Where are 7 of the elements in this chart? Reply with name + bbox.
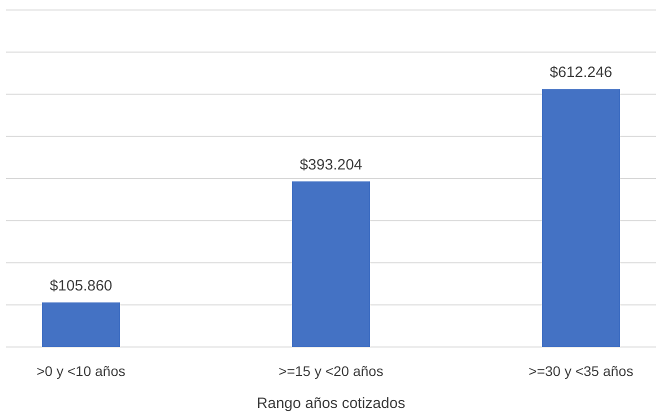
- data-label: $612.246: [550, 64, 612, 82]
- x-tick-label: >=30 y <35 años: [528, 363, 634, 379]
- x-tick-label: >=15 y <20 años: [278, 363, 384, 379]
- x-axis-title: Rango años cotizados: [256, 395, 406, 412]
- x-tick-label: >0 y <10 años: [36, 363, 126, 379]
- data-label: $393.204: [300, 156, 362, 174]
- data-label: $105.860: [50, 277, 112, 294]
